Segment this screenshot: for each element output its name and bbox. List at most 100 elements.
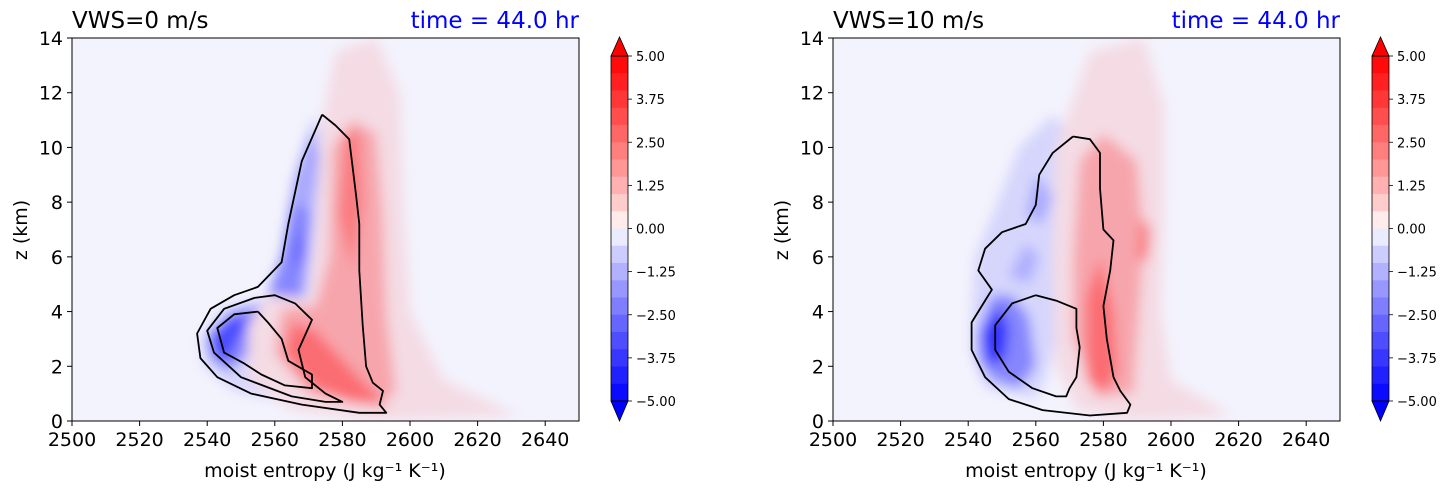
y-ticks-1: 0 2 4 6 8 10 12 14 [39, 28, 72, 433]
title-left-2: VWS=10 m/s [833, 8, 984, 34]
colorbar-band [1372, 228, 1389, 247]
colorbar-tick-label: 3.75 [636, 93, 665, 108]
colorbar-extend-bottom-1 [610, 400, 629, 423]
y-tick-label: 12 [39, 83, 63, 105]
colorbar-band [1372, 176, 1389, 195]
colorbar-band [611, 366, 628, 385]
y-tick-label: 12 [800, 83, 824, 105]
colorbar-band [611, 245, 628, 264]
positive-region [284, 322, 390, 408]
colorbar-band [611, 263, 628, 281]
x-tick-label: 2640 [521, 429, 569, 451]
y-ticks-2: 0 2 4 6 8 10 12 14 [800, 28, 833, 433]
x-tick-label: 2600 [386, 429, 434, 451]
colorbar-band [1372, 125, 1389, 143]
colorbar-band [611, 297, 628, 316]
x-tick-label: 2500 [809, 429, 857, 451]
colorbar-tick-label: 1.25 [636, 179, 665, 194]
colorbar-band [1372, 280, 1389, 299]
colorbar-band [1372, 297, 1389, 316]
colorbar-band [611, 228, 628, 247]
colorbar-band [1372, 245, 1389, 264]
colorbar-extend-bottom-2 [1371, 400, 1390, 423]
plot-frame-1 [71, 37, 580, 422]
colorbar-tick-label: −5.00 [636, 395, 676, 410]
x-tick-label: 2600 [1147, 429, 1195, 451]
y-tick-label: 14 [800, 28, 824, 50]
colorbar-extend-top-2 [1371, 36, 1390, 57]
title-left-1: VWS=0 m/s [72, 8, 208, 34]
colorbar-band [611, 176, 628, 195]
contour-line [994, 294, 1081, 398]
title-right-2: time = 44.0 hr [1172, 8, 1341, 34]
colorbar-tick-label: 2.50 [636, 136, 665, 151]
y-tick-label: 4 [812, 302, 824, 324]
colorbar-band [611, 332, 628, 350]
negative-region [210, 317, 252, 361]
y-tick-label: 0 [51, 411, 63, 433]
colorbar-band [1372, 194, 1389, 212]
negative-region [295, 142, 319, 214]
colorbar-band [611, 90, 628, 109]
x-tick-label: 2620 [453, 429, 501, 451]
contour-line [216, 310, 313, 390]
colorbar-band [611, 314, 628, 333]
colorbar-band [1372, 314, 1389, 333]
y-axis-label-1: z (km) [10, 200, 32, 260]
colorbar-band [611, 211, 628, 230]
colorbar-band [1372, 263, 1389, 281]
y-tick-label: 10 [39, 137, 63, 159]
colorbar-band [1372, 211, 1389, 230]
colorbar-1: 5.00 3.75 2.50 1.25 0.00 −1.25 −2.50 −3.75 −5.00 [610, 36, 676, 423]
colorbar-tick-label: −5.00 [1397, 395, 1437, 410]
x-tick-label: 2520 [876, 429, 924, 451]
x-tick-label: 2580 [318, 429, 366, 451]
y-tick-label: 2 [51, 356, 63, 378]
colorbar-band [611, 56, 628, 74]
colorbar-band [1372, 142, 1389, 161]
y-tick-label: 6 [51, 247, 63, 269]
x-tick-label: 2580 [1079, 429, 1127, 451]
x-ticks-2: 2500 2520 2540 2560 2580 2600 2620 2640 [809, 421, 1330, 451]
x-tick-label: 2540 [183, 429, 231, 451]
colorbar-band [1372, 332, 1389, 350]
y-tick-label: 8 [51, 192, 63, 214]
colorbar-tick-label: 0.00 [636, 223, 665, 238]
negative-region [1008, 243, 1040, 285]
x-tick-label: 2500 [48, 429, 96, 451]
colorbar-band [1372, 56, 1389, 74]
x-tick-label: 2520 [115, 429, 163, 451]
x-tick-label: 2640 [1282, 429, 1330, 451]
colorbar-tick-label: 1.25 [1397, 179, 1426, 194]
colorbar-tick-label: −2.50 [1397, 309, 1437, 324]
colorbar-band [611, 73, 628, 92]
colorbar-band [1372, 73, 1389, 92]
x-axis-label-1: moist entropy (J kg⁻¹ K⁻¹) [204, 460, 446, 482]
contour-line [206, 294, 344, 403]
colorbar-band [1372, 159, 1389, 178]
colorbar-band [611, 194, 628, 212]
panel-1: 2500 2520 2540 2560 2580 2600 2620 2640 0 2 4 6 8 10… [10, 8, 676, 482]
colorbar-band [611, 142, 628, 161]
colorbar-band [611, 383, 628, 402]
x-axis-label-2: moist entropy (J kg⁻¹ K⁻¹) [965, 460, 1207, 482]
colorbar-band [611, 349, 628, 368]
colorbar-tick-label: 0.00 [1397, 223, 1426, 238]
colorbar-tick-label: −2.50 [636, 309, 676, 324]
positive-region [339, 131, 363, 271]
x-tick-label: 2620 [1214, 429, 1262, 451]
negative-region [291, 224, 309, 271]
y-axis-label-2: z (km) [771, 200, 793, 260]
contours-1 [196, 113, 388, 414]
colorbar-tick-label: −3.75 [1397, 352, 1437, 367]
positive-region [1137, 215, 1151, 263]
colorbar-tick-label: 5.00 [1397, 50, 1426, 65]
colorbar-tick-label: −1.25 [1397, 266, 1437, 281]
contour-line [196, 113, 388, 414]
plot-frame-2 [832, 37, 1341, 422]
contours-2 [970, 135, 1132, 417]
contour-line [970, 135, 1132, 417]
x-tick-label: 2540 [944, 429, 992, 451]
y-tick-label: 2 [812, 356, 824, 378]
colorbar-tick-label: −1.25 [636, 266, 676, 281]
